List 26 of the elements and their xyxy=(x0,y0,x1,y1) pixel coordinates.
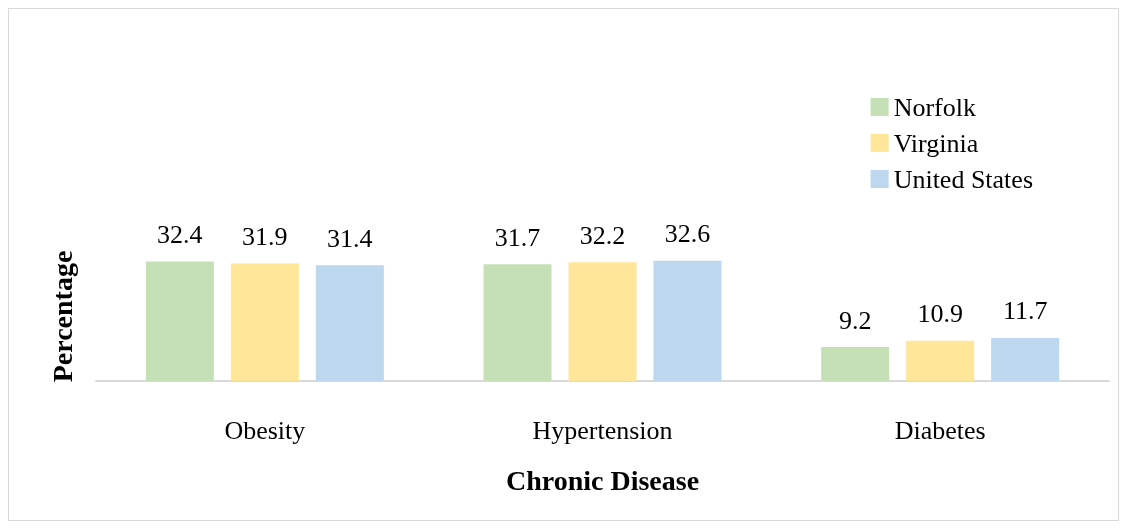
data-label: 31.9 xyxy=(242,221,288,251)
y-axis-title: Percentage xyxy=(46,250,78,383)
bar xyxy=(145,261,214,381)
data-label: 11.7 xyxy=(1002,296,1048,326)
data-label: 31.7 xyxy=(494,222,541,252)
bar xyxy=(821,347,890,381)
data-label: 32.2 xyxy=(579,220,626,250)
x-axis-title: Chronic Disease xyxy=(505,464,700,496)
bar xyxy=(568,262,637,381)
legend-label: Virginia xyxy=(893,128,979,158)
bar xyxy=(315,265,384,381)
data-label: 31.4 xyxy=(327,223,373,253)
data-label: 9.2 xyxy=(838,305,872,335)
x-tick-label: Obesity xyxy=(224,415,306,445)
bar xyxy=(653,260,722,381)
data-label: 32.4 xyxy=(157,220,203,250)
data-label: 10.9 xyxy=(917,299,963,329)
bar xyxy=(483,264,552,381)
data-label: 32.6 xyxy=(664,219,711,249)
legend-label: United States xyxy=(893,164,1034,194)
x-tick-label: Diabetes xyxy=(894,415,986,445)
x-tick-label: Hypertension xyxy=(532,415,673,445)
bar xyxy=(906,340,975,381)
legend-label: Norfolk xyxy=(893,92,976,122)
bar xyxy=(991,337,1060,381)
bar xyxy=(230,263,299,381)
